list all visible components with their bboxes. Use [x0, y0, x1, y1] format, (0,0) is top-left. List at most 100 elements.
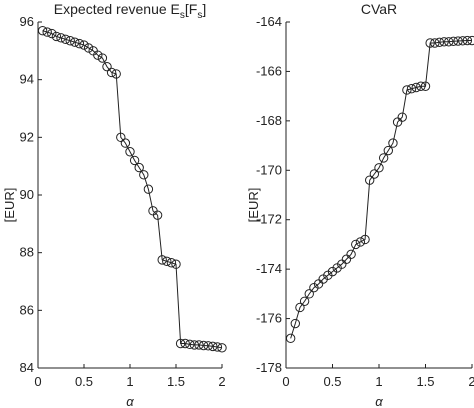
data-point — [462, 35, 473, 46]
data-point — [341, 254, 352, 264]
y-tick-label: 94 — [20, 72, 34, 87]
data-point — [374, 163, 384, 173]
data-point — [60, 34, 71, 44]
x-axis-label: α — [126, 394, 134, 408]
data-point — [392, 117, 403, 127]
y-tick-label: 88 — [20, 245, 34, 260]
data-point — [42, 27, 52, 37]
x-tick-label: 1 — [375, 374, 382, 389]
data-point — [194, 340, 204, 350]
chart-cvar: CVaR [EUR] α 0 0.5 1 1.5 2 -178 -176 -174 -172 -1… — [246, 1, 474, 408]
data-point — [337, 259, 347, 269]
data-point — [365, 175, 375, 185]
y-tick-label: -168 — [256, 113, 282, 128]
data-point — [185, 339, 195, 350]
data-point — [351, 239, 361, 250]
x-tick-label: 2 — [468, 374, 474, 389]
data-point — [439, 37, 449, 47]
data-point — [458, 36, 468, 46]
data-point — [346, 249, 356, 260]
x-tick-label: 0 — [34, 374, 41, 389]
data-point — [166, 258, 177, 268]
data-point — [434, 37, 445, 47]
data-point — [411, 82, 421, 93]
data-point — [378, 153, 389, 163]
data-point — [295, 302, 305, 313]
data-point — [65, 36, 75, 46]
data-point — [208, 341, 218, 352]
y-axis-label: [EUR] — [2, 188, 17, 223]
data-point — [313, 279, 324, 289]
data-point — [355, 237, 366, 247]
data-point — [416, 81, 426, 91]
data-point — [129, 155, 140, 166]
data-point — [369, 169, 380, 179]
data-point — [217, 343, 227, 353]
data-point — [74, 38, 85, 49]
y-tick-label: 86 — [20, 302, 34, 317]
data-point — [102, 61, 112, 72]
x-tick-label: 0 — [282, 374, 289, 389]
data-point — [285, 333, 296, 344]
data-point — [97, 53, 108, 63]
data-point — [299, 296, 310, 306]
series-line — [290, 40, 472, 339]
data-point — [93, 50, 103, 60]
data-point — [453, 36, 463, 46]
x-tick-label: 0.5 — [75, 374, 93, 389]
y-tick-label: -170 — [256, 162, 282, 177]
data-point — [116, 132, 126, 143]
y-axis-label: [EUR] — [246, 188, 261, 223]
data-point — [290, 318, 300, 329]
data-point — [162, 256, 172, 267]
data-point — [189, 340, 200, 350]
data-point — [467, 35, 474, 46]
data-point — [203, 341, 213, 351]
y-tick-label: -166 — [256, 63, 282, 78]
data-point — [198, 340, 209, 351]
data-point — [180, 338, 190, 349]
data-point — [51, 31, 62, 42]
data-point — [430, 38, 440, 48]
data-point — [425, 38, 435, 48]
chart-title: Expected revenue Es[Fs] — [54, 1, 206, 21]
data-point — [388, 138, 398, 148]
y-tick-label: 90 — [20, 187, 34, 202]
data-point — [139, 170, 149, 180]
data-point — [111, 69, 121, 79]
x-tick-label: 1.5 — [167, 374, 185, 389]
y-tick-label: -174 — [256, 261, 282, 276]
data-point — [120, 138, 131, 148]
data-point — [304, 289, 314, 299]
data-point — [402, 85, 412, 95]
x-axis-label: α — [375, 394, 383, 408]
data-point — [175, 338, 186, 349]
data-point — [360, 234, 370, 245]
data-point — [406, 84, 417, 94]
data-point — [383, 145, 393, 156]
chart-expected-revenue: Expected revenue Es[Fs] [EUR] α 0 0.5 1 1.5… — [2, 1, 227, 408]
data-point — [152, 210, 163, 220]
data-point — [212, 342, 223, 352]
data-point — [448, 36, 459, 46]
y-tick-label: 96 — [20, 14, 34, 29]
data-point — [37, 25, 48, 36]
chart-title: CVaR — [361, 1, 397, 17]
data-point — [56, 33, 66, 43]
data-point — [444, 37, 454, 47]
y-tick-label: -172 — [256, 212, 282, 227]
x-tick-label: 0.5 — [323, 374, 341, 389]
y-tick-label: -176 — [256, 311, 282, 326]
data-point — [47, 28, 57, 39]
data-point — [157, 255, 167, 265]
x-tick-label: 2 — [218, 374, 225, 389]
y-tick-label: -178 — [256, 360, 282, 375]
data-point — [171, 259, 181, 269]
y-tick-label: 84 — [20, 360, 34, 375]
data-point — [125, 147, 135, 157]
data-point — [106, 67, 117, 78]
data-point — [79, 40, 89, 50]
x-tick-label: 1 — [126, 374, 133, 389]
data-point — [143, 184, 154, 194]
